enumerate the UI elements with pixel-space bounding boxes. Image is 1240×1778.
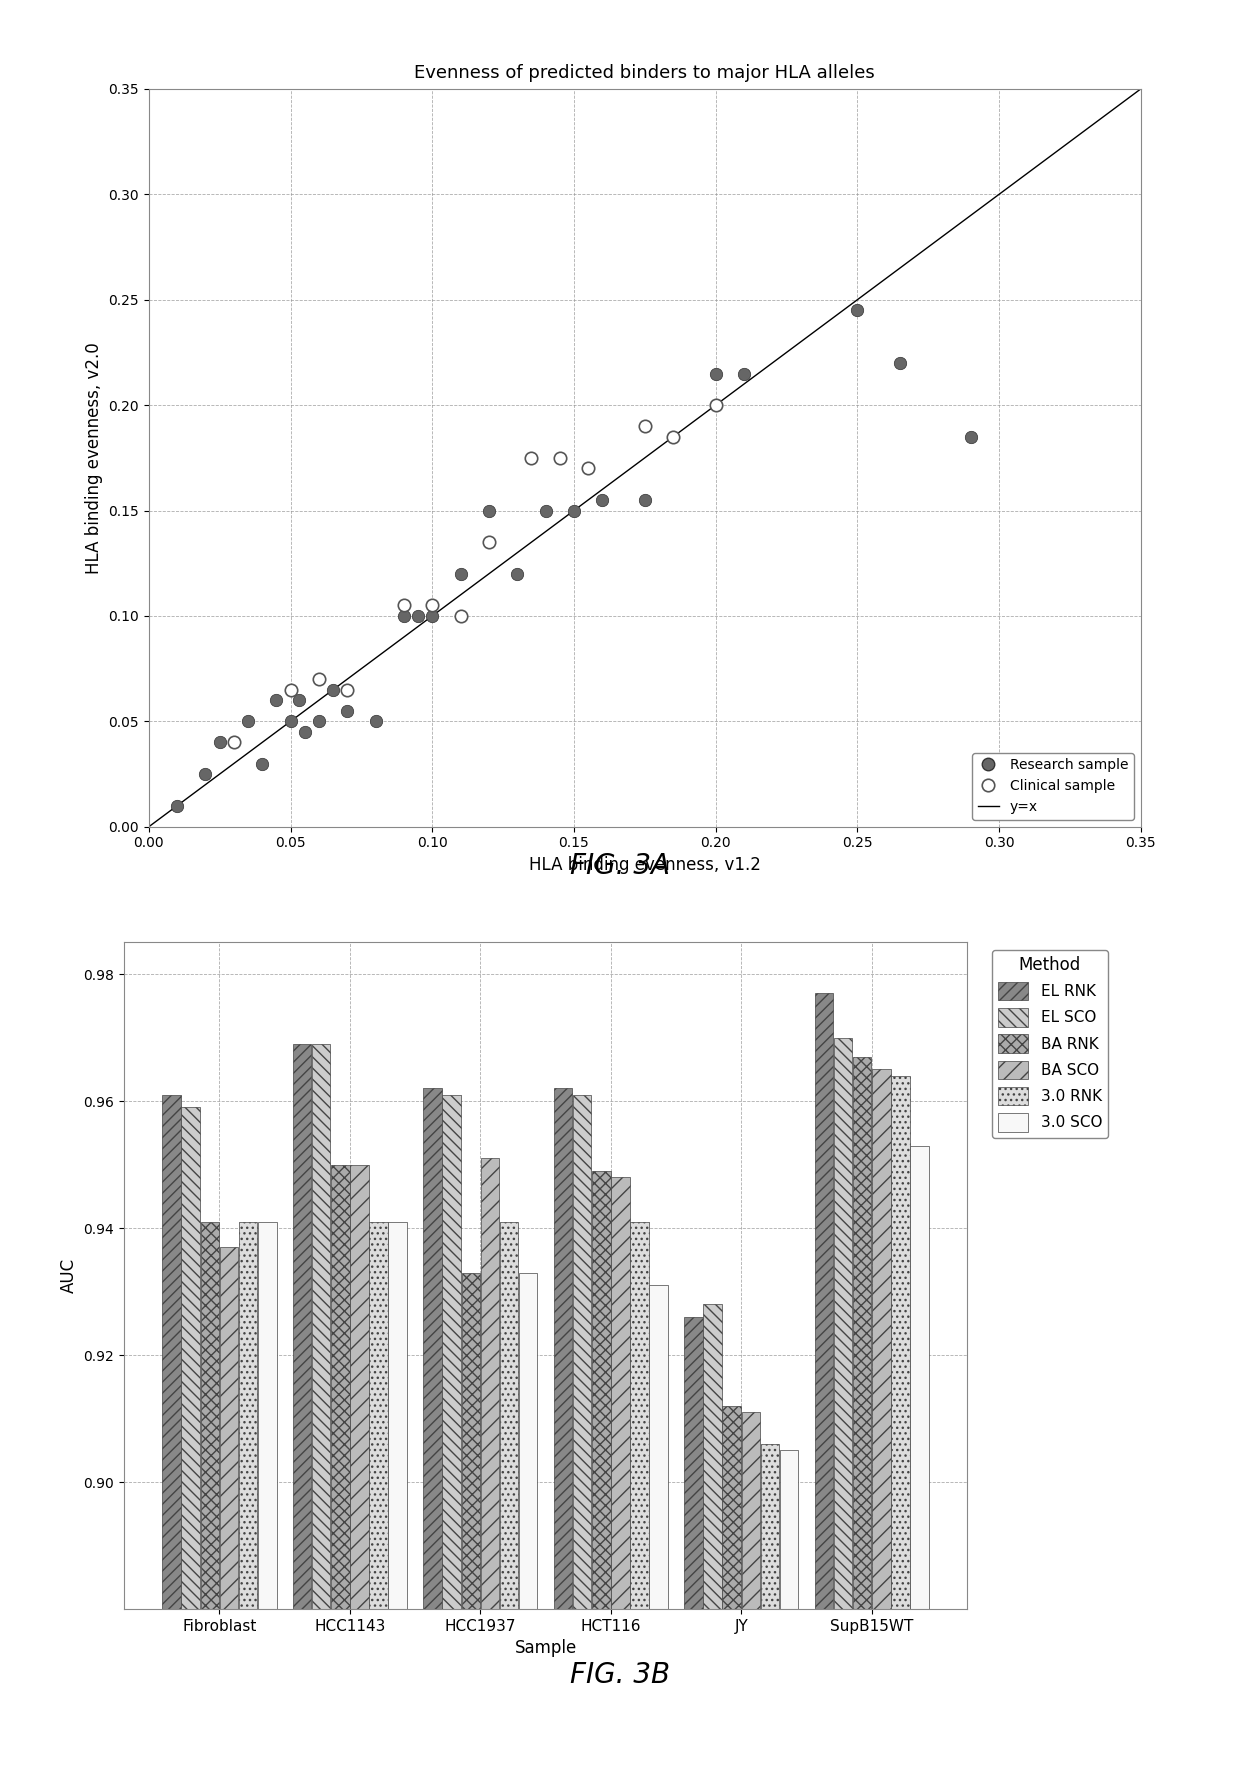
- Point: [549, 443, 569, 471]
- Bar: [872, 1069, 890, 1778]
- Point: [663, 423, 683, 452]
- Bar: [443, 1095, 461, 1778]
- Bar: [162, 1095, 181, 1778]
- Point: [507, 560, 527, 589]
- Bar: [853, 1056, 872, 1778]
- Point: [536, 496, 556, 525]
- Point: [366, 708, 386, 736]
- Bar: [331, 1165, 350, 1778]
- Point: [847, 295, 867, 324]
- Point: [734, 359, 754, 388]
- Bar: [591, 1172, 610, 1778]
- Point: [961, 423, 981, 452]
- Point: [564, 496, 584, 525]
- Point: [394, 601, 414, 629]
- Point: [706, 359, 725, 388]
- Bar: [573, 1095, 591, 1778]
- Bar: [201, 1221, 219, 1778]
- Bar: [833, 1038, 852, 1778]
- Point: [324, 676, 343, 704]
- Bar: [815, 994, 833, 1778]
- Point: [450, 560, 470, 589]
- Bar: [461, 1273, 480, 1778]
- Bar: [760, 1444, 779, 1778]
- Bar: [181, 1108, 200, 1778]
- Bar: [239, 1221, 258, 1778]
- Bar: [219, 1246, 238, 1778]
- Bar: [684, 1317, 703, 1778]
- Point: [309, 708, 329, 736]
- Bar: [481, 1157, 500, 1778]
- Point: [289, 686, 309, 715]
- Point: [578, 453, 598, 482]
- Bar: [388, 1221, 407, 1778]
- Point: [635, 485, 655, 514]
- Point: [394, 590, 414, 621]
- Point: [224, 729, 244, 757]
- Point: [167, 791, 187, 820]
- Bar: [723, 1406, 742, 1778]
- Bar: [500, 1221, 518, 1778]
- X-axis label: HLA binding evenness, v1.2: HLA binding evenness, v1.2: [529, 855, 760, 875]
- Point: [280, 708, 300, 736]
- Legend: EL RNK, EL SCO, BA RNK, BA SCO, 3.0 RNK, 3.0 SCO: EL RNK, EL SCO, BA RNK, BA SCO, 3.0 RNK,…: [992, 949, 1109, 1138]
- Bar: [293, 1044, 311, 1778]
- Text: FIG. 3A: FIG. 3A: [570, 852, 670, 880]
- X-axis label: Sample: Sample: [515, 1639, 577, 1657]
- Point: [423, 601, 443, 629]
- Point: [252, 749, 272, 777]
- Point: [309, 665, 329, 693]
- Point: [635, 412, 655, 441]
- Bar: [350, 1165, 368, 1778]
- Point: [267, 686, 286, 715]
- Bar: [780, 1451, 799, 1778]
- Point: [706, 391, 725, 420]
- Point: [280, 676, 300, 704]
- Point: [593, 485, 613, 514]
- Bar: [554, 1088, 573, 1778]
- Point: [337, 697, 357, 725]
- Bar: [910, 1145, 929, 1778]
- Point: [408, 601, 428, 629]
- Point: [295, 718, 315, 747]
- Text: FIG. 3B: FIG. 3B: [570, 1661, 670, 1689]
- Legend: Research sample, Clinical sample, y=x: Research sample, Clinical sample, y=x: [972, 752, 1133, 820]
- Bar: [423, 1088, 441, 1778]
- Point: [522, 443, 542, 471]
- Point: [479, 496, 498, 525]
- Y-axis label: AUC: AUC: [60, 1259, 78, 1293]
- Bar: [258, 1221, 277, 1778]
- Bar: [742, 1412, 760, 1778]
- Title: Evenness of predicted binders to major HLA alleles: Evenness of predicted binders to major H…: [414, 64, 875, 82]
- Y-axis label: HLA binding evenness, v2.0: HLA binding evenness, v2.0: [84, 341, 103, 574]
- Bar: [312, 1044, 331, 1778]
- Point: [423, 590, 443, 621]
- Point: [196, 759, 216, 788]
- Bar: [650, 1285, 668, 1778]
- Point: [238, 708, 258, 736]
- Point: [450, 601, 470, 629]
- Point: [479, 528, 498, 557]
- Bar: [892, 1076, 910, 1778]
- Point: [890, 348, 910, 377]
- Bar: [611, 1177, 630, 1778]
- Bar: [630, 1221, 649, 1778]
- Point: [210, 729, 229, 757]
- Point: [337, 676, 357, 704]
- Bar: [703, 1305, 722, 1778]
- Bar: [518, 1273, 537, 1778]
- Bar: [370, 1221, 388, 1778]
